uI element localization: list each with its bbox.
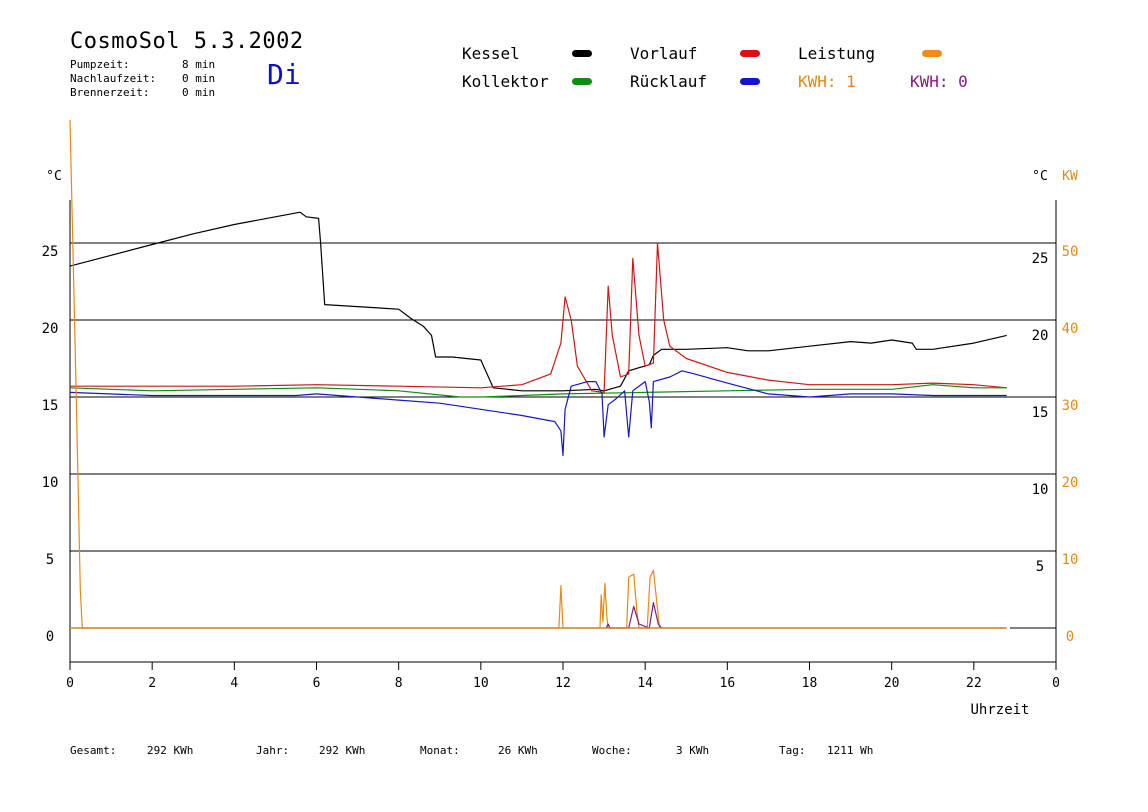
y-right-kw-tick-label: 20 [1062,475,1079,491]
x-tick-label: 12 [555,676,571,691]
day-label: Di [267,58,301,91]
footer-woche-label: Woche: [592,744,632,757]
y-right-celsius-tick-label: 20 [1032,328,1049,344]
y-right-kw-tick-label: 10 [1062,552,1079,568]
y-right-unit-kw: KW [1062,169,1078,184]
stat-pumpzeit-value: 8 min [182,58,216,71]
legend-kessel-label: Kessel [462,44,520,63]
x-tick-label: 14 [637,676,653,691]
y-right-kw-tick-label: 30 [1062,398,1079,414]
y-left-tick-label: 20 [42,321,59,337]
y-right-celsius-tick-label: 5 [1036,559,1044,575]
y-right-kw-tick-label: 0 [1066,629,1074,645]
x-tick-label: 6 [313,676,321,691]
footer-woche-value: 3 KWh [676,744,710,757]
grid-lines [70,242,1056,552]
legend-kollektor-swatch [572,78,592,85]
x-tick-label: 10 [473,676,489,691]
stat-nachlaufzeit-value: 0 min [182,72,216,85]
y-right-celsius-tick-label: 15 [1032,405,1049,421]
y-right-celsius-tick-label: 10 [1032,482,1049,498]
legend-kwh1-label: KWH: 1 [798,72,856,91]
series-lines [69,119,1007,629]
legend-kollektor-label: Kollektor [462,72,549,91]
legend-vorlauf-swatch [740,50,760,57]
y-left-tick-label: 10 [42,475,59,491]
footer-jahr-label: Jahr: [256,744,290,757]
y-left-tick-label: 5 [46,552,54,568]
series-line-kessel [69,211,1007,392]
x-tick-label: 0 [66,676,74,691]
footer-jahr-value: 292 KWh [319,744,366,757]
legend-vorlauf-label: Vorlauf [630,44,698,63]
x-tick-label: 8 [395,676,403,691]
legend-ruecklauf-label: Rücklauf [630,72,708,91]
series-line-r-cklauf [69,370,1007,457]
stat-nachlaufzeit-label: Nachlaufzeit: [70,72,157,85]
legend-ruecklauf-swatch [740,78,760,85]
x-tick-label: 20 [884,676,900,691]
x-tick-label: 18 [802,676,818,691]
y-left-tick-label: 25 [42,244,59,260]
x-tick-label: 16 [720,676,736,691]
footer-gesamt-label: Gesamt: [70,744,117,757]
footer-tag-value: 1211 Wh [827,744,874,757]
axis-labels: 0 2 4 6 8 10 12 14 16 18 20 22 0 Uhrzeit 0 5 10 15 20 25 °C 5… [42,169,1079,718]
legend-kessel-swatch [572,50,592,57]
chart-title: CosmoSol 5.3.2002 [70,29,304,54]
legend-kwh0-label: KWH: 0 [910,72,968,91]
y-right-kw-tick-label: 50 [1062,244,1079,260]
legend-leistung-swatch [922,50,942,57]
x-tick-label: 2 [148,676,156,691]
stat-pumpzeit-label: Pumpzeit: [70,58,130,71]
series-line-kwh-0 [605,601,663,629]
x-tick-label: 22 [966,676,982,691]
stat-brennerzeit-value: 0 min [182,86,216,99]
y-right-unit-celsius: °C [1032,169,1048,184]
footer-monat-label: Monat: [420,744,460,757]
x-tick-label: 0 [1052,676,1060,691]
footer-gesamt-value: 292 KWh [147,744,194,757]
stat-brennerzeit-label: Brennerzeit: [70,86,150,99]
y-left-unit: °C [46,169,62,184]
y-left-tick-label: 15 [42,398,59,414]
x-axis-title: Uhrzeit [970,702,1029,718]
footer-tag-label: Tag: [779,744,806,757]
y-right-celsius-tick-label: 25 [1032,251,1049,267]
series-line-kollektor [69,384,1007,398]
legend-leistung-label: Leistung [798,44,876,63]
series-line-leistung [69,119,1007,629]
y-right-kw-tick-label: 40 [1062,321,1079,337]
series-line-vorlauf [70,242,1007,393]
x-tick-label: 4 [230,676,238,691]
y-left-tick-label: 0 [46,629,54,645]
axes [69,200,1057,670]
footer-monat-value: 26 KWh [498,744,538,757]
